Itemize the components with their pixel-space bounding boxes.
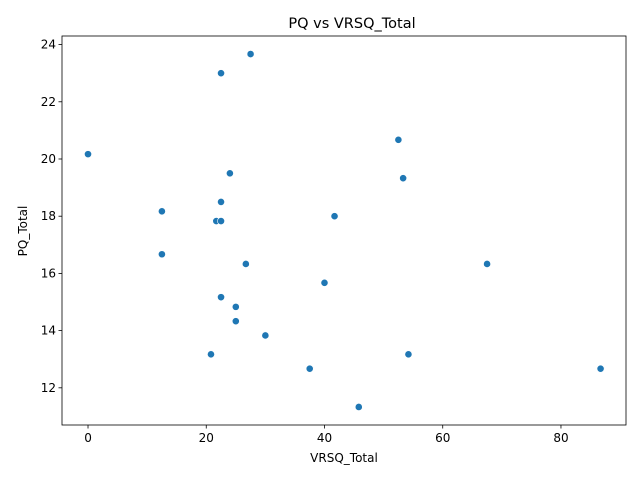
chart-title: PQ vs VRSQ_Total	[288, 16, 415, 32]
y-tick-label: 20	[41, 152, 56, 166]
data-point	[158, 207, 166, 216]
data-point	[217, 197, 225, 206]
data-point	[158, 250, 166, 259]
data-point	[217, 217, 225, 225]
x-tick-label: 0	[84, 431, 92, 445]
data-point	[231, 317, 240, 326]
y-tick-label: 18	[41, 209, 56, 223]
data-point	[225, 169, 234, 178]
plot-area	[61, 35, 627, 426]
data-point	[399, 174, 408, 183]
data-point	[394, 135, 403, 144]
data-point	[217, 293, 225, 302]
data-point	[305, 364, 314, 373]
y-tick-label: 12	[41, 381, 56, 395]
y-tick-label: 14	[41, 324, 56, 338]
data-point	[483, 260, 491, 268]
data-point	[241, 260, 250, 268]
data-point	[217, 69, 225, 78]
y-axis: 12 14 16 18 20 22 24	[41, 38, 62, 395]
data-point	[330, 212, 339, 221]
y-tick-label: 16	[41, 266, 56, 280]
data-point	[596, 364, 605, 373]
plot-frame	[61, 35, 627, 426]
data-point	[261, 331, 270, 340]
data-point	[404, 350, 413, 359]
x-tick-label: 40	[317, 431, 332, 445]
x-tick-label: 60	[435, 431, 450, 445]
data-point	[231, 302, 240, 311]
y-tick-label: 24	[41, 38, 56, 52]
y-axis-label: PQ_Total	[16, 206, 30, 257]
data-point	[246, 50, 255, 58]
data-point	[354, 403, 363, 411]
x-tick-label: 80	[553, 431, 568, 445]
data-point	[84, 150, 92, 159]
x-axis: 0 20 40 60 80	[84, 425, 569, 445]
x-tick-label: 20	[199, 431, 214, 445]
x-axis-label: VRSQ_Total	[310, 451, 378, 465]
data-point	[320, 278, 329, 287]
data-point	[207, 350, 215, 359]
y-tick-label: 22	[41, 95, 56, 109]
